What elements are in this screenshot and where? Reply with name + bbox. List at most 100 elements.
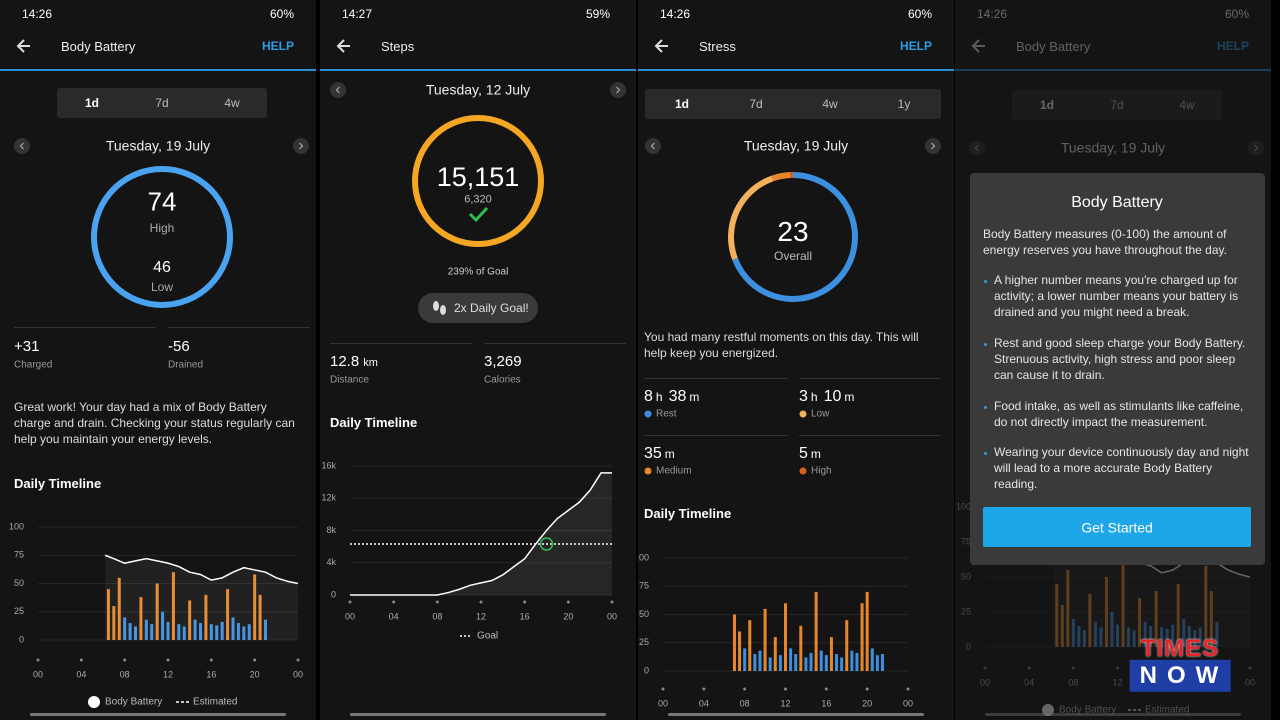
help-link[interactable]: HELP [899,38,932,53]
ring-segment [732,172,858,302]
x-tick-label: 08 [740,698,750,708]
tab[interactable]: 1d [1039,97,1055,112]
y-tick-label: 16k [321,460,336,470]
ring [91,166,233,308]
help-dialog: Body Battery Body Battery measures (0-100… [970,173,1265,565]
x-tick-label: 16 [821,698,831,708]
bar [236,623,240,640]
nav-bar [30,713,286,716]
stat-number: 3 [799,388,808,406]
ring-low-label: Low [150,279,174,294]
bar [1165,628,1169,647]
tab[interactable]: 7d [1110,97,1124,112]
goal-percent: 239% of Goal [447,266,509,278]
legend-marker [88,696,100,708]
nav-bar [985,713,1241,716]
tab[interactable]: 4w [224,95,240,110]
stat-number: 12.8 [330,352,360,370]
bar [117,577,121,640]
tab[interactable]: 1y [897,96,911,111]
area [105,555,299,640]
button-label[interactable]: Get Started [1081,519,1153,536]
bar [1154,591,1158,647]
y-tick-label: 4k [326,557,336,567]
stat-unit: m [810,447,821,462]
tab[interactable]: 1d [84,95,100,110]
dialog-bullet: Rest and good sleep charge your Body Bat… [994,336,1246,383]
x-tick-dot [784,687,787,691]
bar [1176,584,1180,647]
nav-chevron [650,142,655,150]
stat-value: -56 [168,337,190,355]
x-tick-dot [435,600,439,604]
tab[interactable]: 1d [674,96,690,111]
bar [1143,621,1147,647]
tab[interactable]: 4w [822,96,838,111]
dialog-bullet: Food intake, as well as stimulants like … [994,399,1244,430]
tab[interactable]: 4w [1179,97,1195,112]
message: You had many restful moments on this day… [644,330,919,361]
x-tick-label: 12 [1112,677,1122,687]
bar [215,625,219,640]
ring-label: Overall [773,248,813,263]
tab[interactable]: 7d [155,95,169,110]
y-tick-label: 25 [14,606,24,616]
x-tick-dot [661,687,665,691]
x-tick-label: 12 [780,698,790,708]
status-time: 14:26 [22,6,53,21]
divider [644,435,788,436]
stat-value: 8 h 38 m [644,386,699,408]
bar [1182,619,1186,647]
timeline-title: Daily Timeline [644,506,732,522]
x-tick-dot [1116,666,1119,670]
bar [870,648,874,671]
stat-number: 8 [644,388,653,406]
x-tick-dot [79,658,83,662]
x-tick-dot [1248,666,1252,670]
header-divider [0,69,316,71]
x-tick-label: 00 [658,698,668,708]
ring-goal: 6,320 [464,193,492,206]
bar [247,624,251,640]
x-tick-label: 04 [76,669,86,679]
timeline-title: Daily Timeline [330,415,418,431]
stat-unit: h [810,390,818,405]
x-tick-dot [983,666,987,670]
x-tick-dot [743,687,747,691]
logo-top: TIMES [1140,634,1220,662]
bar [835,654,839,671]
x-tick-dot [209,658,213,662]
bar [829,637,833,671]
bar [112,606,116,640]
x-tick-dot [702,687,706,691]
stat-number: 38 [668,388,687,406]
bar [264,619,267,640]
back-arrow [16,39,30,53]
x-tick-label: 20 [563,611,573,621]
x-tick-label: 16 [520,611,530,621]
area [350,472,612,595]
bar [1066,570,1070,647]
y-tick-label: 0 [966,641,971,651]
help-link[interactable]: HELP [1216,38,1249,53]
y-tick-label: 8k [326,525,336,535]
x-tick-label: 04 [389,611,399,621]
status-battery: 60% [269,6,294,21]
bar [763,608,767,671]
get-started-button[interactable]: Get Started [983,507,1251,547]
bar [1055,584,1059,647]
stat-number: 5 [799,445,808,463]
stat-value: 12.8 km [330,352,378,372]
y-tick-label: 75 [14,550,24,560]
help-link[interactable]: HELP [261,38,294,53]
bar [226,589,230,640]
x-tick-label: 08 [120,669,130,679]
nav-chevron [974,144,979,152]
tab[interactable]: 7d [749,96,763,111]
bar [784,603,787,671]
y-tick-label: 12k [321,493,336,503]
goal-reached-marker [539,537,554,551]
nav-button [1248,140,1264,156]
bar [732,614,736,671]
bar [128,623,132,640]
